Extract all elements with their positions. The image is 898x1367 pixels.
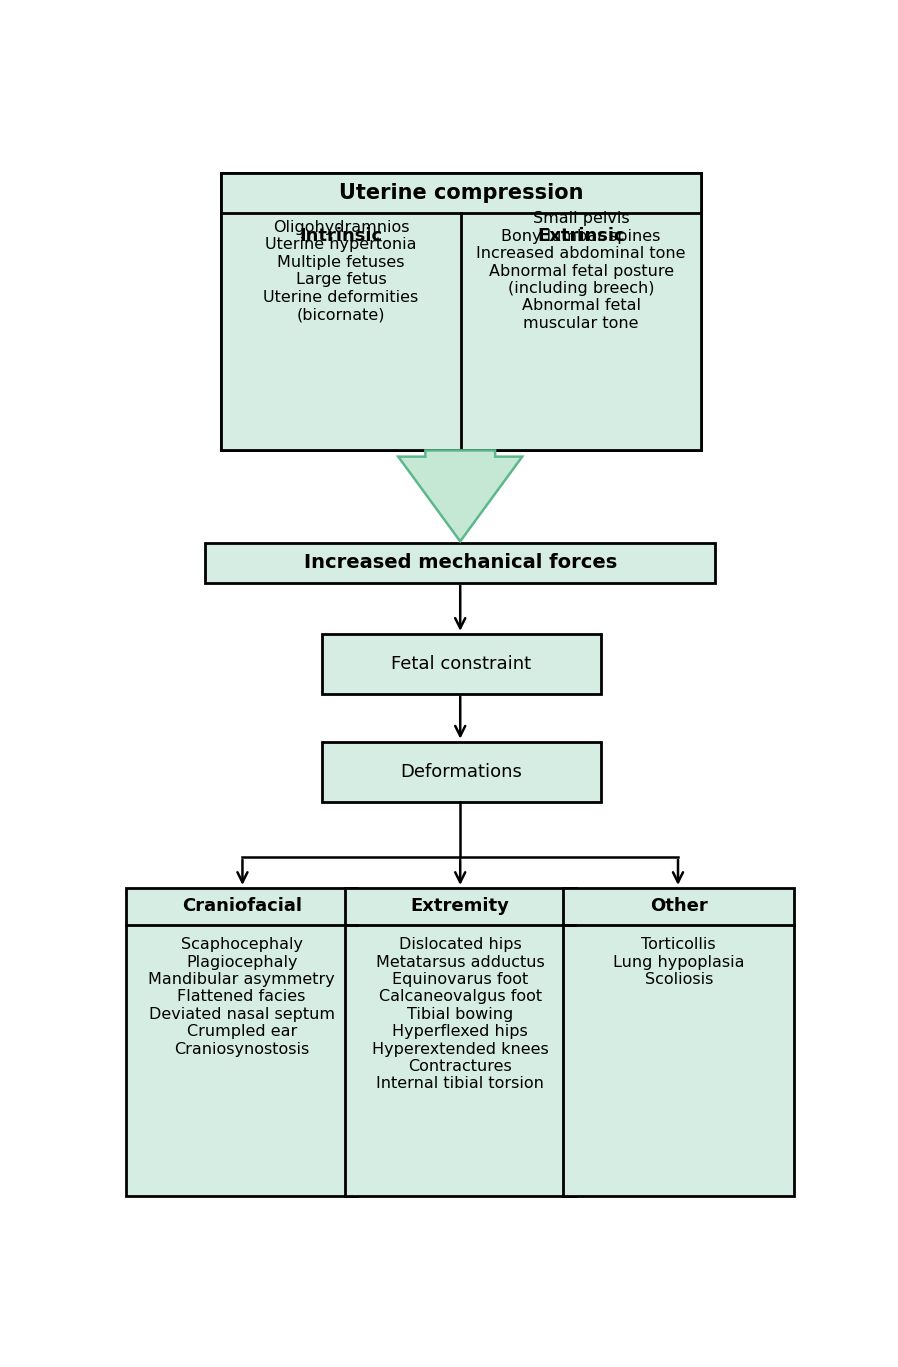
Text: Torticollis
Lung hypoplasia
Scoliosis: Torticollis Lung hypoplasia Scoliosis	[613, 938, 744, 987]
Bar	[345, 887, 576, 1196]
Polygon shape	[398, 451, 523, 541]
Bar	[221, 174, 701, 213]
Text: Intrinsic: Intrinsic	[299, 227, 383, 246]
Text: Oligohydramnios
Uterine hypertonia
Multiple fetuses
Large fetus
Uterine deformit: Oligohydramnios Uterine hypertonia Multi…	[263, 220, 418, 323]
Text: Deformations: Deformations	[401, 763, 522, 781]
Bar	[221, 174, 701, 451]
Bar	[206, 543, 715, 582]
Bar	[127, 887, 357, 1196]
Bar	[321, 741, 601, 801]
Text: Dislocated hips
Metatarsus adductus
Equinovarus foot
Calcaneovalgus foot
Tibial : Dislocated hips Metatarsus adductus Equi…	[372, 938, 549, 1091]
Text: Uterine compression: Uterine compression	[339, 183, 583, 204]
Bar	[321, 634, 601, 694]
Bar	[221, 174, 701, 451]
Text: Craniofacial: Craniofacial	[181, 897, 302, 916]
Text: Extremity: Extremity	[410, 897, 510, 916]
Text: Increased mechanical forces: Increased mechanical forces	[304, 554, 617, 573]
Text: Extrinsic: Extrinsic	[537, 227, 625, 246]
Text: Fetal constraint: Fetal constraint	[391, 655, 531, 673]
Bar	[563, 887, 794, 1196]
Text: Scaphocephaly
Plagiocephaly
Mandibular asymmetry
Flattened facies
Deviated nasal: Scaphocephaly Plagiocephaly Mandibular a…	[148, 938, 335, 1057]
Text: Other: Other	[650, 897, 708, 916]
Text: Small pelvis
Bony lumbar spines
Increased abdominal tone
Abnormal fetal posture
: Small pelvis Bony lumbar spines Increase…	[476, 212, 686, 331]
